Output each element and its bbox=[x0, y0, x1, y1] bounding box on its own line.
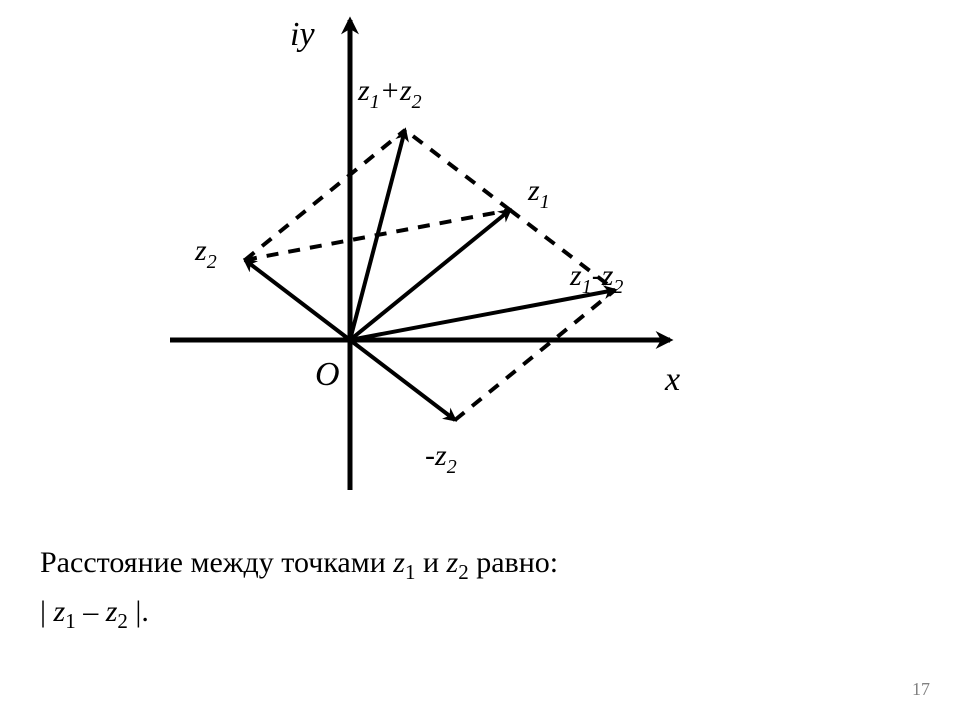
diagram-svg: xiyOz1+z2z1z2z1-z2-z2 bbox=[140, 0, 700, 510]
caption-mid: и bbox=[415, 546, 446, 579]
formula-sub-2: 2 bbox=[117, 609, 128, 633]
svg-text:z1: z1 bbox=[527, 174, 550, 213]
formula-line: | z1 – z2 |. bbox=[40, 595, 149, 629]
caption-line-1: Расстояние между точками z1 и z2 равно: bbox=[40, 540, 558, 585]
formula-open: | bbox=[40, 595, 54, 628]
complex-plane-diagram: xiyOz1+z2z1z2z1-z2-z2 bbox=[140, 0, 700, 510]
slide-number: 17 bbox=[912, 679, 930, 700]
svg-text:x: x bbox=[664, 361, 680, 398]
caption-z-1: z bbox=[393, 546, 405, 579]
svg-text:-z2: -z2 bbox=[425, 439, 457, 478]
caption-z-2: z bbox=[447, 546, 459, 579]
formula-z-2: z bbox=[106, 595, 118, 628]
caption-prefix: Расстояние между точками bbox=[40, 546, 393, 579]
svg-text:z1+z2: z1+z2 bbox=[357, 74, 422, 113]
slide: xiyOz1+z2z1z2z1-z2-z2 Расстояние между т… bbox=[0, 0, 960, 720]
formula-minus: – bbox=[76, 595, 106, 628]
formula-sub-1: 1 bbox=[65, 609, 76, 633]
svg-text:iy: iy bbox=[290, 16, 315, 53]
formula-z-1: z bbox=[54, 595, 66, 628]
caption-suffix: равно: bbox=[469, 546, 558, 579]
svg-text:O: O bbox=[315, 356, 340, 393]
caption-sub-1: 1 bbox=[405, 560, 416, 584]
svg-text:z2: z2 bbox=[194, 234, 217, 273]
caption-sub-2: 2 bbox=[458, 560, 469, 584]
formula-close: |. bbox=[128, 595, 149, 628]
